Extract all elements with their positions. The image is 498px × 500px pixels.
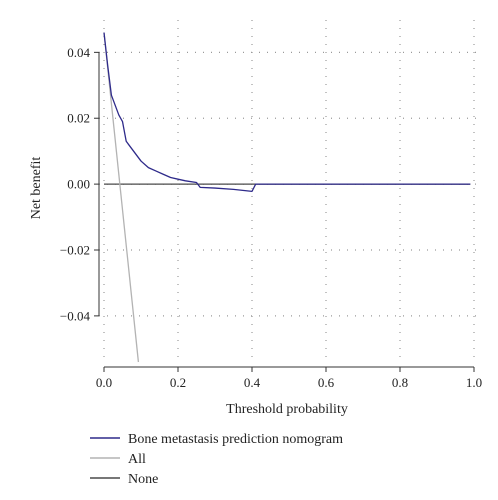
y-tick-label: 0.02 — [67, 111, 90, 126]
y-tick-label: 0.04 — [67, 45, 90, 60]
y-tick-label: −0.02 — [60, 243, 90, 258]
axes — [98, 52, 474, 368]
legend-item-all-label: All — [128, 452, 146, 467]
treat-all-curve — [103, 32, 140, 363]
y-tick-label: 0.00 — [67, 177, 90, 192]
x-tick-label: 0.6 — [318, 375, 335, 390]
x-tick-label: 0.0 — [96, 375, 112, 390]
plot-series — [103, 32, 471, 363]
x-axis-title: Threshold probability — [226, 402, 348, 417]
x-tick-label: 0.8 — [392, 375, 408, 390]
nomogram-curve — [103, 32, 471, 193]
x-axis-ticks: 0.0 0.2 0.4 0.6 0.8 1.0 — [96, 367, 482, 390]
legend-item-none-label: None — [128, 472, 158, 487]
y-tick-label: −0.04 — [60, 308, 91, 323]
x-tick-label: 1.0 — [466, 375, 482, 390]
legend: Bone metastasis prediction nomogram All No… — [90, 432, 343, 487]
y-axis-ticks: 0.04 0.02 0.00 −0.02 −0.04 — [60, 45, 99, 323]
grid-lines — [99, 20, 479, 362]
x-tick-label: 0.4 — [244, 375, 261, 390]
legend-item-nomogram-label: Bone metastasis prediction nomogram — [128, 432, 343, 447]
x-tick-label: 0.2 — [170, 375, 186, 390]
y-axis-title: Net benefit — [29, 157, 44, 220]
